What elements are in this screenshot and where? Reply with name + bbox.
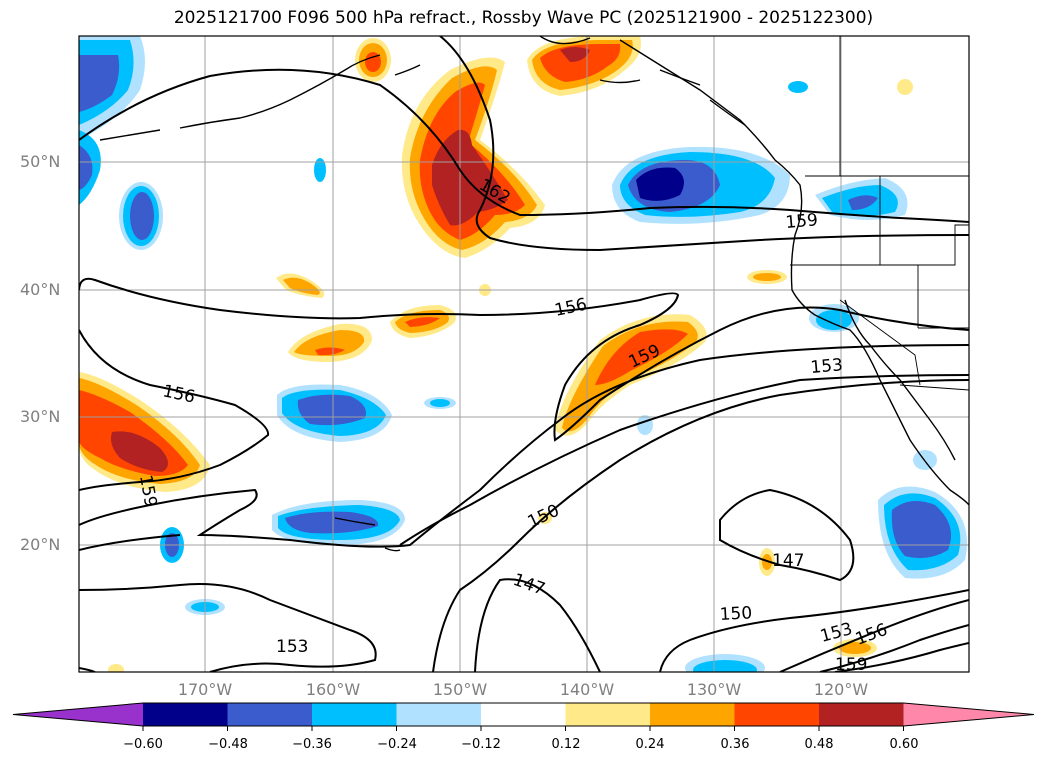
negative-anomaly-small-patches bbox=[160, 81, 937, 672]
anomaly-fill-layer bbox=[79, 36, 967, 672]
colorbar-tick-label: −0.12 bbox=[461, 737, 501, 752]
colorbar-segment bbox=[396, 703, 482, 726]
coastlines bbox=[99, 36, 969, 552]
lat-label-50n: 50°N bbox=[20, 152, 61, 171]
colorbar-tick-label: 0.60 bbox=[889, 737, 919, 752]
lat-label-40n: 40°N bbox=[20, 280, 61, 299]
colorbar-extend-min bbox=[13, 703, 143, 726]
map-frame bbox=[78, 35, 970, 673]
contour-label: 156 bbox=[853, 620, 890, 650]
contour-label: 147 bbox=[772, 551, 804, 571]
colorbar-tick-label: 0.24 bbox=[635, 737, 665, 752]
lat-label-20n: 20°N bbox=[20, 535, 61, 554]
positive-anomaly-west bbox=[79, 372, 210, 492]
negative-anomaly-subtropical bbox=[272, 500, 405, 545]
colorbar-segment bbox=[734, 703, 820, 726]
lon-label-170w: 170°W bbox=[177, 680, 233, 699]
lon-label-120w: 120°W bbox=[813, 680, 869, 699]
contour-label: 150 bbox=[719, 603, 752, 625]
contour-label: 159 bbox=[785, 210, 819, 233]
lon-label-130w: 130°W bbox=[686, 680, 742, 699]
positive-anomaly-north bbox=[527, 36, 641, 96]
lon-label-150w: 150°W bbox=[432, 680, 488, 699]
negative-anomaly-gulf-alaska bbox=[612, 146, 790, 224]
contour-lines bbox=[79, 36, 969, 672]
colorbar bbox=[12, 702, 1035, 731]
graticule bbox=[79, 36, 969, 672]
colorbar-tick-label: −0.24 bbox=[377, 737, 417, 752]
lat-label-30n: 30°N bbox=[20, 407, 61, 426]
contour-label: 147 bbox=[510, 570, 547, 600]
colorbar-segment bbox=[650, 703, 735, 726]
colorbar-extend-max bbox=[903, 703, 1034, 726]
colorbar-segment bbox=[565, 703, 651, 726]
contour-label: 159 bbox=[835, 655, 867, 675]
colorbar-tick-label: −0.60 bbox=[123, 737, 163, 752]
lon-label-140w: 140°W bbox=[559, 680, 615, 699]
map-title: 2025121700 F096 500 hPa refract., Rossby… bbox=[173, 8, 874, 28]
negative-anomaly-southeast bbox=[878, 486, 967, 579]
negative-anomaly-west-edge bbox=[79, 130, 101, 205]
colorbar-segment bbox=[312, 703, 397, 726]
negative-anomaly-central-pacific bbox=[277, 384, 392, 442]
contour-label: 156 bbox=[553, 295, 589, 321]
contour-label: 153 bbox=[276, 637, 308, 657]
contour-label: 159 bbox=[135, 473, 160, 508]
negative-anomaly-northwest bbox=[79, 36, 145, 140]
colorbar-tick-label: 0.48 bbox=[804, 737, 834, 752]
colorbar-tick-label: −0.48 bbox=[208, 737, 248, 752]
colorbar-tick-label: 0.12 bbox=[551, 737, 581, 752]
lon-label-160w: 160°W bbox=[305, 680, 361, 699]
colorbar-segment bbox=[143, 703, 228, 726]
positive-anomaly-small-north bbox=[355, 38, 391, 82]
contour-label: 156 bbox=[161, 381, 197, 407]
colorbar-tick-label: −0.36 bbox=[292, 737, 332, 752]
negative-anomaly-small-west bbox=[119, 182, 163, 250]
contour-label: 153 bbox=[810, 355, 844, 378]
positive-anomaly-small-patches bbox=[108, 79, 913, 672]
colorbar-segment bbox=[227, 703, 313, 726]
contour-label-layer: 162 159 156 156 159 153 159 150 147 147 … bbox=[135, 175, 890, 675]
colorbar-segment bbox=[819, 703, 904, 726]
colorbar-tick-label: 0.36 bbox=[720, 737, 750, 752]
colorbar-segment bbox=[481, 703, 566, 726]
positive-anomaly-gulf-ridge bbox=[401, 57, 545, 258]
